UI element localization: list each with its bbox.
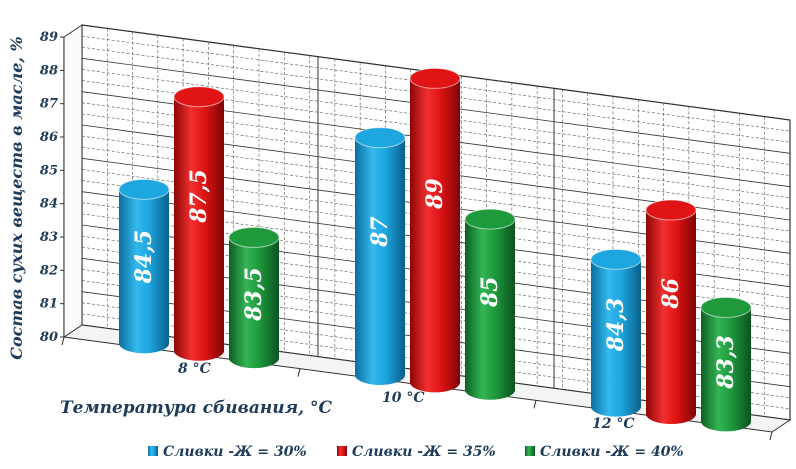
bar-value-label: 84,5 (131, 230, 157, 285)
bar-value-label: 87 (367, 216, 393, 248)
bar-value-label: 86 (658, 278, 684, 310)
bar-cap (645, 199, 697, 221)
legend-item: Сливки -Ж = 35% (337, 444, 496, 460)
bar-body (410, 78, 460, 393)
bar-value-label: 85 (477, 276, 503, 308)
bar-cap (464, 208, 516, 230)
x-axis-categories: 8 °C 10 °C 12 °C (178, 361, 635, 432)
y-tick-label: 85 (40, 163, 58, 178)
bar: 84,5 (118, 178, 170, 354)
bar-value-label: 87,5 (186, 169, 212, 224)
bar-cap (173, 86, 225, 108)
bar-value-label: 83,3 (713, 335, 739, 390)
bar-cap (228, 226, 280, 248)
bar-value-label: 89 (422, 178, 448, 210)
y-tick-label: 84 (40, 197, 58, 212)
bar-body (229, 237, 279, 369)
y-axis: 80 81 82 83 84 85 86 87 88 89 (40, 24, 83, 345)
legend-swatch (148, 446, 158, 456)
y-tick-label: 83 (40, 230, 58, 245)
bar: 86 (645, 199, 697, 425)
legend-label: Сливки -Ж = 30% (163, 444, 307, 460)
y-tick-label: 89 (40, 30, 58, 45)
x-tick-label: 12 °C (592, 416, 635, 432)
y-axis-label: Состав сухих веществ в масле, % (7, 36, 26, 360)
bar: 87,5 (173, 86, 225, 361)
y-tick-label: 80 (40, 330, 58, 345)
legend: Сливки -Ж = 30% Сливки -Ж = 35% Сливки -Ж … (148, 444, 684, 460)
bar-body (355, 137, 405, 385)
x-tick-label: 10 °C (382, 390, 425, 406)
bar: 83,3 (700, 296, 752, 432)
bar: 84,3 (590, 248, 642, 417)
y-tick-label: 88 (40, 63, 58, 78)
bar-cap (118, 178, 170, 200)
bar: 85 (464, 208, 516, 400)
bar-value-label: 83,5 (241, 267, 267, 322)
legend-label: Сливки -Ж = 40% (540, 444, 684, 460)
bar: 89 (409, 67, 461, 393)
y-tick-label: 81 (40, 297, 58, 312)
bar-body (465, 219, 515, 400)
x-tick-mark (297, 368, 301, 377)
bar-body (646, 210, 696, 425)
x-axis-label: Температура сбивания, °C (60, 398, 332, 418)
bar-body (174, 96, 224, 361)
bar: 83,5 (228, 226, 280, 369)
y-tick-label: 86 (40, 130, 58, 145)
x-tick-label: 8 °C (178, 361, 211, 377)
legend-item: Сливки -Ж = 40% (525, 444, 684, 460)
bar-cap (354, 127, 406, 149)
y-tick-label: 87 (40, 97, 58, 112)
y-tick-label: 82 (40, 263, 58, 278)
x-tick-mark (61, 336, 65, 346)
x-tick-mark (533, 400, 537, 409)
bar-cap (700, 296, 752, 318)
bar-body (119, 189, 169, 354)
bars: 84,5 87,5 83,5 87 89 85 84,3 86 83,3 (118, 67, 752, 432)
bar-value-label: 84,3 (603, 298, 629, 353)
bar-cap (590, 248, 642, 270)
bar-body (701, 307, 751, 432)
y-axis-wall (63, 24, 83, 338)
legend-label: Сливки -Ж = 35% (352, 444, 496, 460)
x-tick-mark (769, 431, 773, 441)
legend-swatch (525, 446, 535, 456)
bar-cap (409, 67, 461, 89)
bar: 87 (354, 127, 406, 385)
bar-body (591, 259, 641, 417)
legend-item: Сливки -Ж = 30% (148, 444, 307, 460)
legend-swatch (337, 446, 347, 456)
